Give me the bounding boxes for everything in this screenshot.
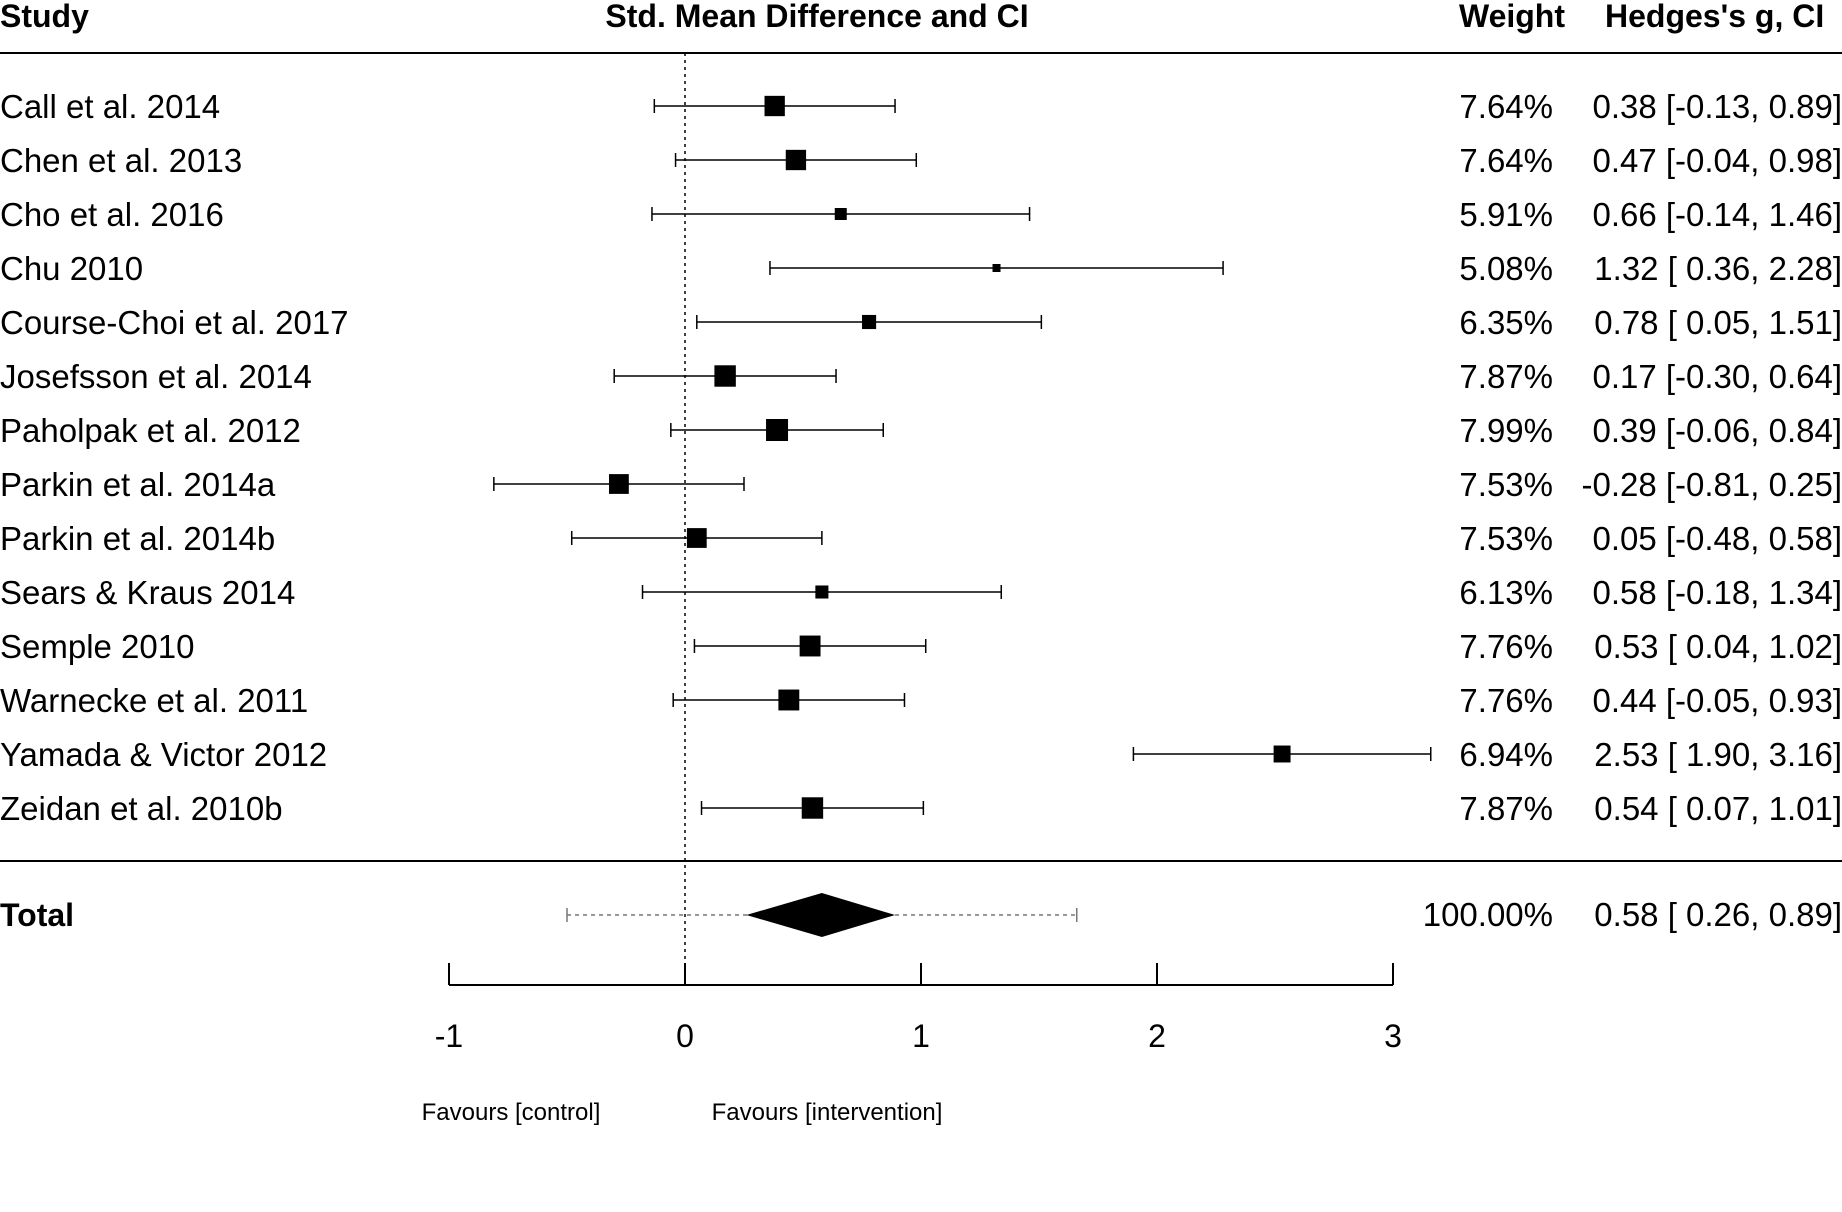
- study-name: Call et al. 2014: [0, 88, 220, 125]
- ci-value: 0.47 [-0.04, 0.98]: [1592, 142, 1842, 179]
- x-axis-tick-label: 1: [912, 1018, 930, 1054]
- weight-value: 7.53%: [1459, 466, 1553, 503]
- study-row: Chu 2010 5.08% 1.32 [ 0.36, 2.28]: [0, 250, 1842, 287]
- header-hedges: Hedges's g, CI: [1605, 0, 1824, 34]
- weight-value: 6.94%: [1459, 736, 1553, 773]
- ci-value: 1.32 [ 0.36, 2.28]: [1594, 250, 1842, 287]
- effect-square: [686, 528, 707, 548]
- x-axis-tick-label: 2: [1148, 1018, 1166, 1054]
- weight-value: 7.99%: [1459, 412, 1553, 449]
- header-effect: Std. Mean Difference and CI: [605, 0, 1028, 34]
- study-row: Semple 2010 7.76% 0.53 [ 0.04, 1.02]: [0, 628, 1842, 665]
- study-name: Paholpak et al. 2012: [0, 412, 301, 449]
- effect-square: [766, 419, 789, 441]
- study-name: Josefsson et al. 2014: [0, 358, 312, 395]
- study-row: Warnecke et al. 2011 7.76% 0.44 [-0.05, 0.…: [0, 682, 1842, 719]
- study-row: Chen et al. 2013 7.64% 0.47 [-0.04, 0.98]: [0, 142, 1842, 179]
- ci-value: 0.78 [ 0.05, 1.51]: [1594, 304, 1842, 341]
- study-name: Cho et al. 2016: [0, 196, 224, 233]
- effect-square: [815, 585, 829, 599]
- ci-value: 0.54 [ 0.07, 1.01]: [1594, 790, 1842, 827]
- study-row: Course-Choi et al. 2017 6.35% 0.78 [ 0.05,…: [0, 304, 1842, 341]
- ci-value: 0.53 [ 0.04, 1.02]: [1594, 628, 1842, 665]
- study-name: Zeidan et al. 2010b: [0, 790, 283, 827]
- study-name: Yamada & Victor 2012: [0, 736, 327, 773]
- effect-square: [764, 95, 785, 117]
- study-name: Semple 2010: [0, 628, 194, 665]
- total-ci: 0.58 [ 0.26, 0.89]: [1594, 896, 1842, 933]
- total-row: Total 100.00% 0.58 [ 0.26, 0.89]: [0, 893, 1842, 937]
- total-label: Total: [0, 897, 74, 933]
- effect-square: [799, 635, 821, 657]
- weight-value: 6.13%: [1459, 574, 1553, 611]
- study-row: Cho et al. 2016 5.91% 0.66 [-0.14, 1.46]: [0, 196, 1842, 233]
- favours-control-label: Favours [control]: [422, 1099, 601, 1126]
- ci-value: 0.38 [-0.13, 0.89]: [1592, 88, 1842, 125]
- ci-value: 0.66 [-0.14, 1.46]: [1592, 196, 1842, 233]
- study-row: Call et al. 2014 7.64% 0.38 [-0.13, 0.89]: [0, 88, 1842, 125]
- effect-square: [609, 474, 629, 494]
- effect-square: [778, 689, 800, 711]
- x-axis-tick-label: 3: [1384, 1018, 1402, 1054]
- study-name: Chen et al. 2013: [0, 142, 242, 179]
- study-name: Parkin et al. 2014b: [0, 520, 275, 557]
- x-axis-tick-label: -1: [435, 1018, 463, 1054]
- study-name: Course-Choi et al. 2017: [0, 304, 349, 341]
- study-rows: Call et al. 2014 7.64% 0.38 [-0.13, 0.89]C…: [0, 88, 1842, 827]
- weight-value: 7.53%: [1459, 520, 1553, 557]
- favours-intervention-label: Favours [intervention]: [712, 1099, 943, 1126]
- weight-value: 7.64%: [1459, 88, 1553, 125]
- effect-square: [834, 208, 847, 220]
- effect-square: [785, 149, 807, 171]
- ci-value: 0.44 [-0.05, 0.93]: [1592, 682, 1842, 719]
- ci-value: 2.53 [ 1.90, 3.16]: [1594, 736, 1842, 773]
- study-row: Zeidan et al. 2010b 7.87% 0.54 [ 0.07, 1.0…: [0, 790, 1842, 827]
- weight-value: 6.35%: [1459, 304, 1553, 341]
- weight-value: 5.08%: [1459, 250, 1553, 287]
- ci-value: 0.58 [-0.18, 1.34]: [1592, 574, 1842, 611]
- study-name: Parkin et al. 2014a: [0, 466, 276, 503]
- effect-square: [714, 365, 736, 387]
- ci-value: 0.39 [-0.06, 0.84]: [1592, 412, 1842, 449]
- summary-diamond: [746, 893, 896, 937]
- weight-value: 7.76%: [1459, 682, 1553, 719]
- study-row: Parkin et al. 2014a 7.53% -0.28 [-0.81, 0.…: [0, 466, 1842, 503]
- total-weight: 100.00%: [1423, 896, 1553, 933]
- ci-value: -0.28 [-0.81, 0.25]: [1581, 466, 1842, 503]
- x-axis-tick-label: 0: [676, 1018, 694, 1054]
- effect-square: [801, 797, 824, 819]
- header-weight: Weight: [1459, 0, 1565, 34]
- x-axis: -1 0 1 2 3: [435, 963, 1402, 1054]
- weight-value: 7.76%: [1459, 628, 1553, 665]
- weight-value: 5.91%: [1459, 196, 1553, 233]
- study-row: Josefsson et al. 2014 7.87% 0.17 [-0.30, 0…: [0, 358, 1842, 395]
- weight-value: 7.87%: [1459, 790, 1553, 827]
- study-row: Sears & Kraus 2014 6.13% 0.58 [-0.18, 1.34…: [0, 574, 1842, 611]
- effect-square: [862, 314, 877, 330]
- header-study: Study: [0, 0, 89, 34]
- weight-value: 7.64%: [1459, 142, 1553, 179]
- study-row: Yamada & Victor 2012 6.94% 2.53 [ 1.90, 3.…: [0, 736, 1842, 773]
- study-row: Parkin et al. 2014b 7.53% 0.05 [-0.48, 0.5…: [0, 520, 1842, 557]
- effect-square: [1273, 745, 1291, 763]
- study-row: Paholpak et al. 2012 7.99% 0.39 [-0.06, 0.…: [0, 412, 1842, 449]
- study-name: Sears & Kraus 2014: [0, 574, 295, 611]
- ci-value: 0.05 [-0.48, 0.58]: [1592, 520, 1842, 557]
- study-name: Warnecke et al. 2011: [0, 682, 308, 719]
- ci-value: 0.17 [-0.30, 0.64]: [1592, 358, 1842, 395]
- study-name: Chu 2010: [0, 250, 143, 287]
- effect-square: [992, 264, 1001, 272]
- weight-value: 7.87%: [1459, 358, 1553, 395]
